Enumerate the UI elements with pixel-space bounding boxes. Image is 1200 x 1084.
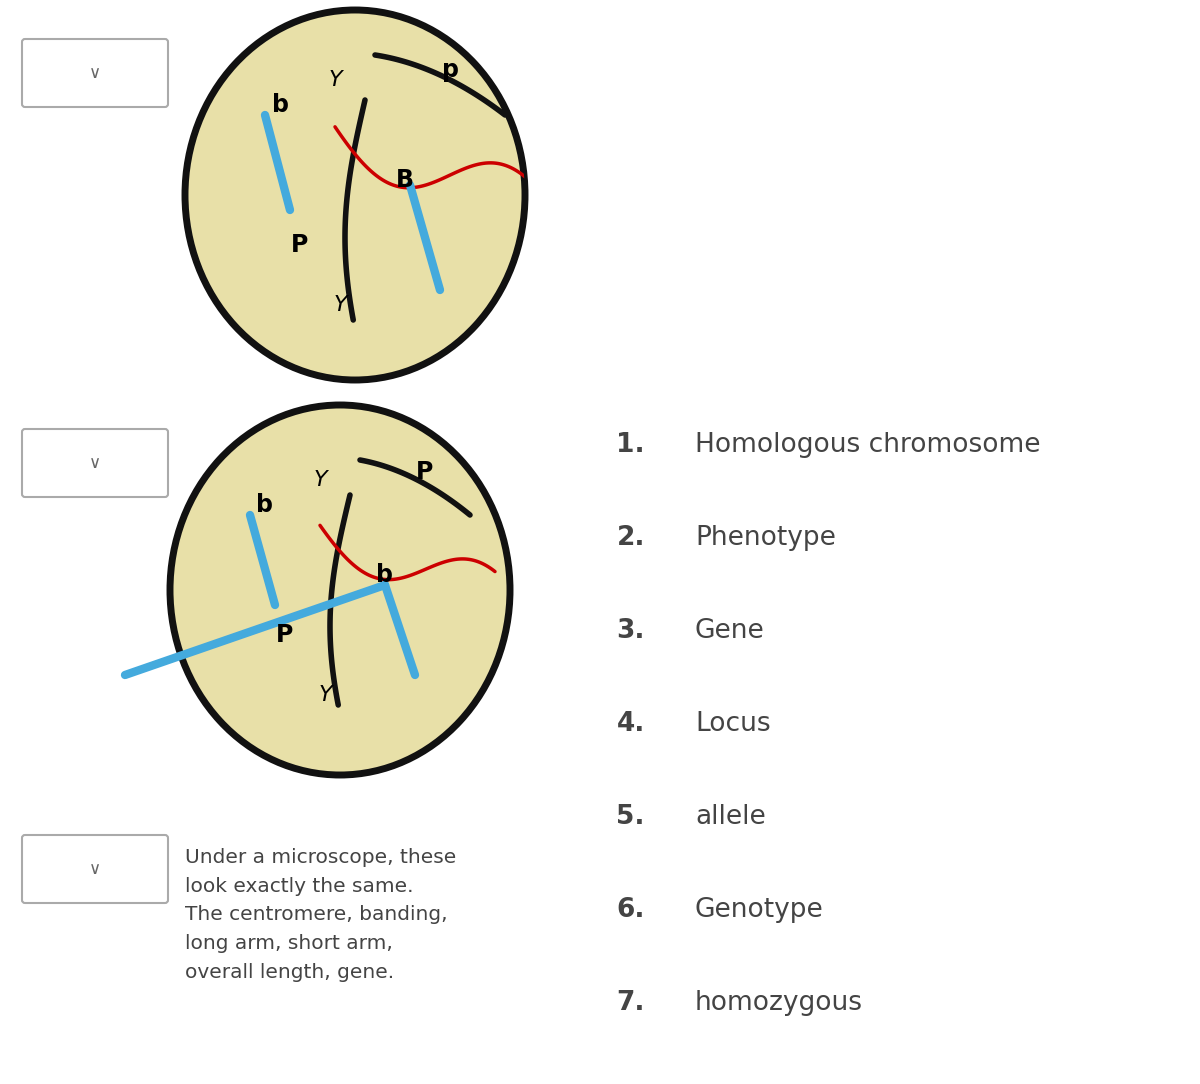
Text: homozygous: homozygous [695,990,863,1016]
Ellipse shape [185,10,526,380]
Text: b: b [377,563,394,588]
FancyBboxPatch shape [22,835,168,903]
Text: Y: Y [313,470,326,490]
Text: P: P [276,623,294,647]
Text: 4.: 4. [617,711,646,737]
Text: P: P [292,233,308,257]
Text: B: B [396,168,414,192]
Text: Locus: Locus [695,711,770,737]
Text: Y: Y [318,685,332,705]
Text: 1.: 1. [617,433,646,459]
FancyBboxPatch shape [22,429,168,496]
Text: 3.: 3. [617,618,646,644]
Text: Gene: Gene [695,618,764,644]
Text: Under a microscope, these
look exactly the same.
The centromere, banding,
long a: Under a microscope, these look exactly t… [185,848,456,982]
Text: 2.: 2. [617,525,646,551]
Text: ∨: ∨ [89,64,101,82]
Text: 7.: 7. [617,990,646,1016]
Text: Phenotype: Phenotype [695,525,836,551]
Text: b: b [257,493,274,517]
Text: Homologous chromosome: Homologous chromosome [695,433,1040,459]
Text: ∨: ∨ [89,860,101,878]
Text: 6.: 6. [617,896,646,922]
Text: ∨: ∨ [89,454,101,472]
Text: p: p [442,59,458,82]
Text: b: b [271,93,288,117]
Text: Y: Y [334,295,347,315]
Text: Genotype: Genotype [695,896,823,922]
FancyBboxPatch shape [22,39,168,107]
Ellipse shape [170,405,510,775]
Text: P: P [416,460,433,483]
Text: Y: Y [328,70,342,90]
Text: allele: allele [695,804,766,830]
Text: 5.: 5. [617,804,646,830]
